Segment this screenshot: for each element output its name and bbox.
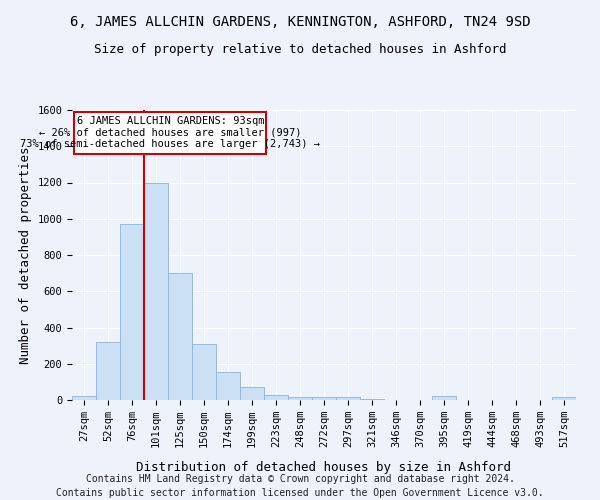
Bar (360, 399, 384, 400)
Text: 6, JAMES ALLCHIN GARDENS, KENNINGTON, ASHFORD, TN24 9SD: 6, JAMES ALLCHIN GARDENS, KENNINGTON, AS… (70, 15, 530, 29)
Text: Size of property relative to detached houses in Ashford: Size of property relative to detached ho… (94, 42, 506, 56)
Bar (312, 398, 336, 400)
Bar (72, 396, 96, 400)
Bar (120, 224, 144, 400)
Text: 6 JAMES ALLCHIN GARDENS: 93sqm
← 26% of detached houses are smaller (997)
73% of: 6 JAMES ALLCHIN GARDENS: 93sqm ← 26% of … (20, 116, 320, 150)
Bar (552, 398, 576, 400)
Bar (288, 398, 312, 400)
Bar (192, 344, 216, 400)
Bar (264, 396, 288, 400)
Bar (168, 273, 192, 400)
Bar (216, 372, 240, 400)
Bar (96, 342, 120, 400)
Y-axis label: Number of detached properties: Number of detached properties (19, 146, 32, 364)
Bar (432, 396, 456, 400)
Bar (144, 182, 168, 400)
FancyBboxPatch shape (74, 112, 266, 154)
Bar (240, 388, 264, 400)
X-axis label: Distribution of detached houses by size in Ashford: Distribution of detached houses by size … (137, 461, 511, 474)
Bar (336, 398, 360, 400)
Text: Contains HM Land Registry data © Crown copyright and database right 2024.
Contai: Contains HM Land Registry data © Crown c… (56, 474, 544, 498)
